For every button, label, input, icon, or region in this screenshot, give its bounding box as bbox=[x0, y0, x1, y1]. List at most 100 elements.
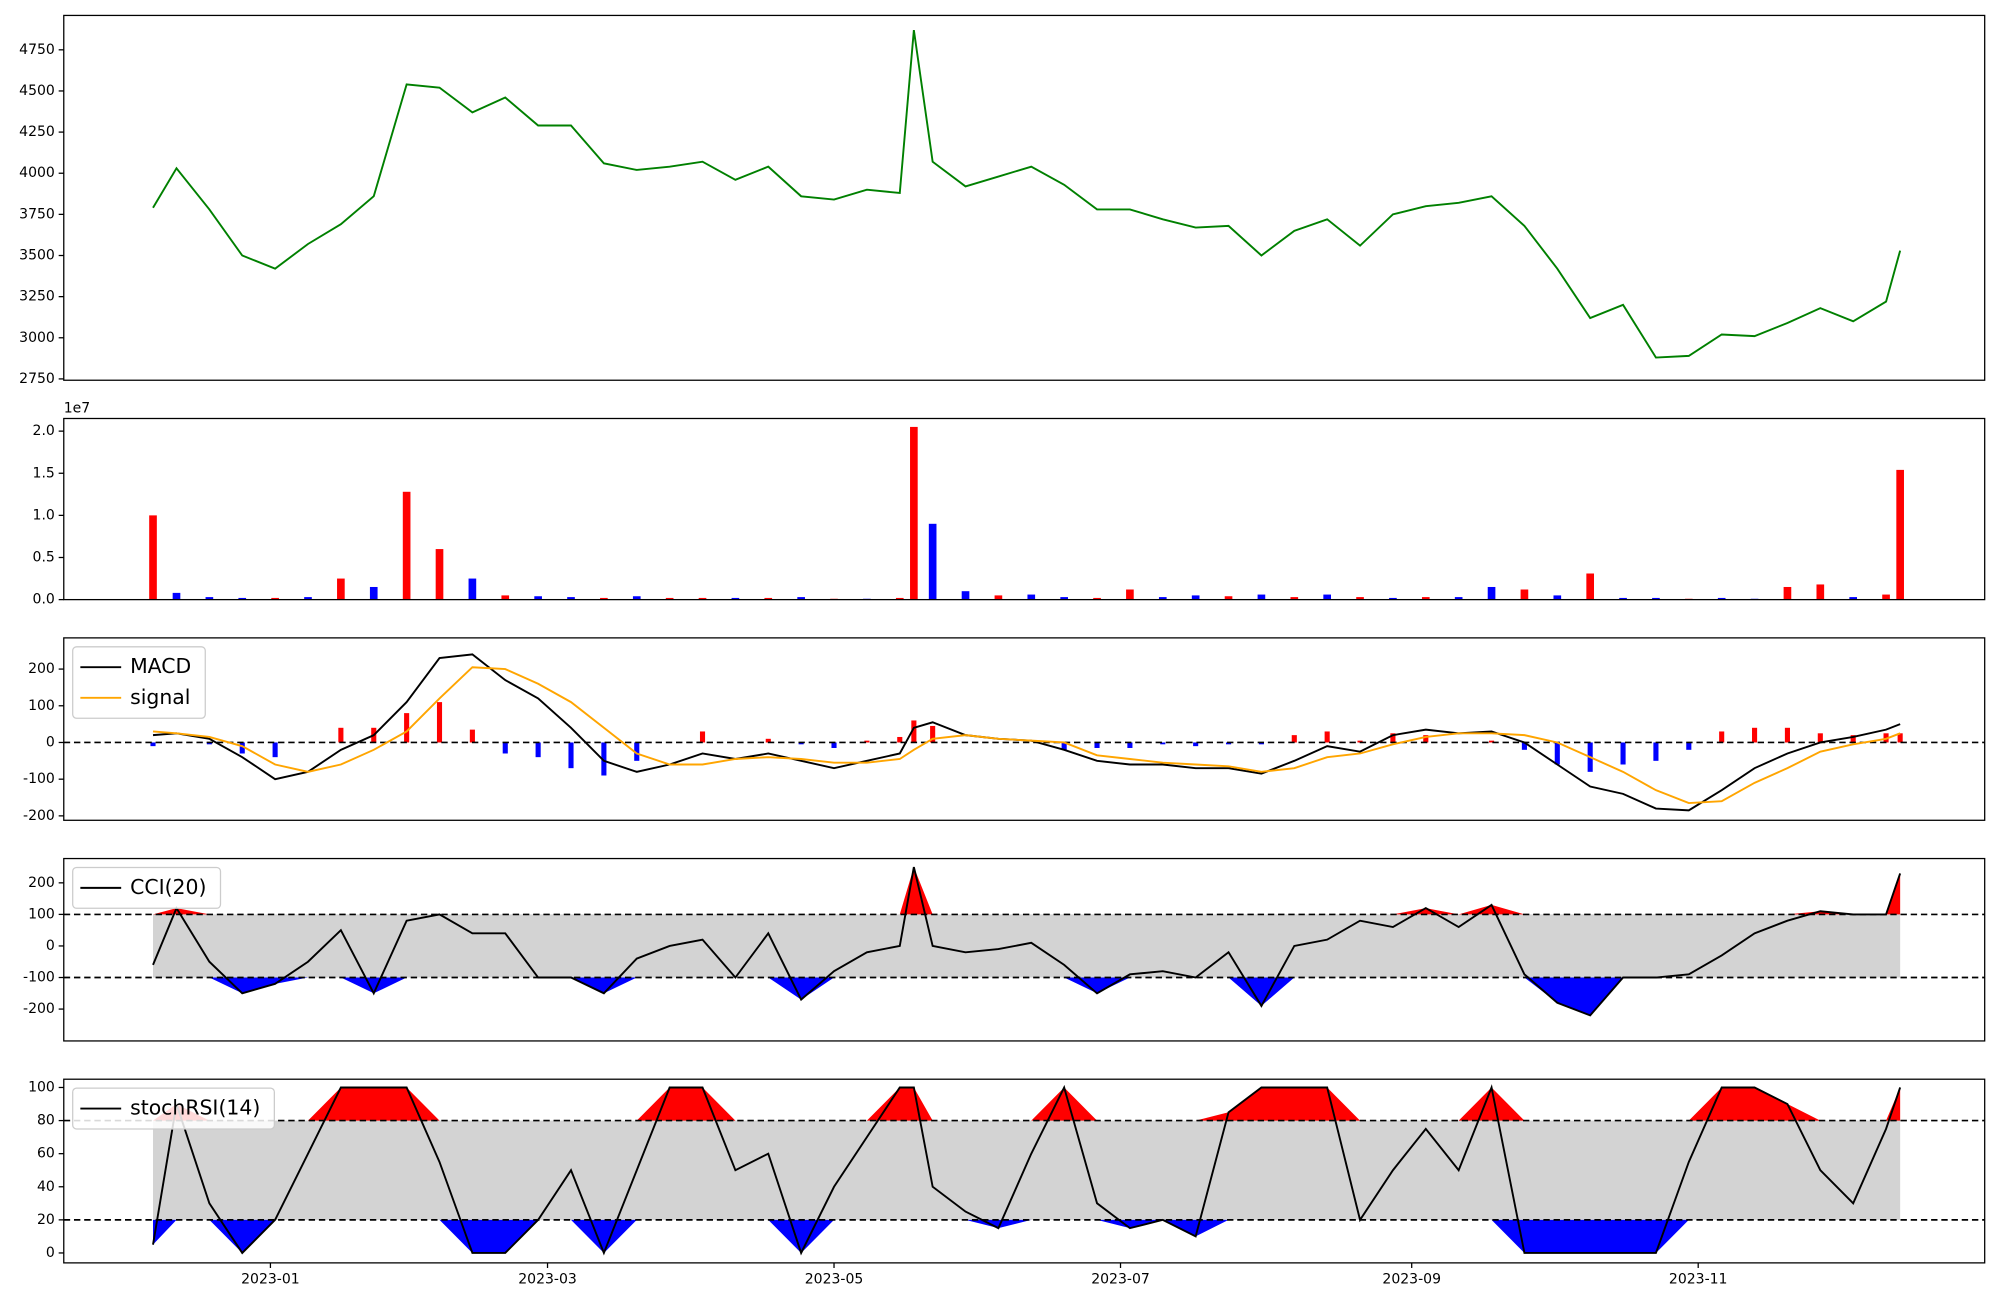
volume-bar bbox=[1882, 594, 1890, 600]
band-fill bbox=[153, 914, 1901, 978]
x-tick-label: 2023-11 bbox=[1669, 1271, 1728, 1287]
volume-bar bbox=[304, 597, 312, 600]
y-tick-label: 20 bbox=[37, 1212, 55, 1228]
y-tick-label: 40 bbox=[37, 1179, 55, 1195]
legend-box bbox=[72, 1087, 275, 1130]
volume-bar bbox=[1652, 597, 1660, 600]
axes-frame bbox=[63, 417, 1986, 601]
volume-bar bbox=[1520, 589, 1529, 600]
volume-bar bbox=[1356, 597, 1364, 600]
y-tick-label: 2750 bbox=[19, 371, 55, 387]
histogram-bar bbox=[699, 731, 706, 743]
below-fill bbox=[153, 977, 1901, 1016]
y-offset-label: 1e7 bbox=[64, 400, 90, 416]
y-tick-label: 0.5 bbox=[33, 549, 55, 565]
y-tick-label: 80 bbox=[37, 1113, 55, 1129]
y-tick-label: -200 bbox=[23, 808, 55, 824]
volume-bar bbox=[1060, 597, 1068, 600]
legend: MACD signal bbox=[72, 646, 206, 719]
histogram-bar bbox=[568, 742, 574, 769]
volume-bar bbox=[1290, 597, 1299, 600]
y-tick-label: -200 bbox=[23, 1001, 55, 1017]
y-tick-label: 4750 bbox=[19, 42, 55, 58]
y-tick-label: 1.5 bbox=[33, 465, 55, 481]
histogram-bar bbox=[1390, 733, 1396, 743]
volume-bar bbox=[1586, 573, 1595, 600]
histogram-bar bbox=[1752, 727, 1758, 743]
above-fill bbox=[153, 867, 1901, 915]
legend-label: CCI(20) bbox=[130, 875, 206, 899]
y-tick-label: 100 bbox=[28, 698, 55, 714]
histogram-bar bbox=[1897, 733, 1903, 743]
y-tick-label: 0 bbox=[46, 1245, 55, 1261]
histogram-bar bbox=[1094, 742, 1100, 748]
below-fill bbox=[153, 1219, 1901, 1253]
y-tick-label: 4000 bbox=[19, 165, 55, 181]
volume-bar bbox=[1126, 589, 1134, 600]
y-tick-label: 3500 bbox=[19, 248, 55, 264]
y-tick-label: -100 bbox=[23, 970, 55, 986]
volume-bar bbox=[1389, 597, 1397, 600]
histogram-bar bbox=[1291, 735, 1297, 743]
series-line bbox=[152, 866, 1902, 1017]
volume-bar bbox=[238, 597, 247, 600]
histogram-bar bbox=[634, 742, 640, 761]
histogram-bar bbox=[1324, 731, 1330, 743]
volume-bar bbox=[1224, 596, 1233, 600]
volume-bar bbox=[567, 597, 575, 600]
panel: -200 -100 0 100 200 CCI(20) bbox=[23, 857, 1986, 1042]
histogram-bar bbox=[897, 736, 903, 743]
histogram-bar bbox=[239, 742, 245, 754]
volume-bar bbox=[994, 595, 1003, 600]
volume-bar bbox=[1783, 586, 1792, 600]
volume-bar bbox=[928, 523, 937, 600]
y-tick-label: 3250 bbox=[19, 289, 55, 305]
legend-label: signal bbox=[130, 685, 190, 709]
histogram-bar bbox=[864, 740, 870, 743]
axes-frame bbox=[63, 637, 1986, 821]
histogram-bar bbox=[1488, 740, 1495, 743]
x-tick-label: 2023-01 bbox=[241, 1271, 300, 1287]
y-tick-label: 4250 bbox=[19, 124, 55, 140]
histogram-bar bbox=[1653, 742, 1659, 761]
histogram-bar bbox=[1193, 742, 1199, 747]
histogram-bar bbox=[535, 742, 541, 758]
volume-bar bbox=[435, 549, 444, 600]
legend: stochRSI(14) bbox=[72, 1087, 275, 1130]
volume-bar bbox=[1421, 597, 1430, 600]
y-tick-label: 0.0 bbox=[33, 592, 55, 608]
volume-bar bbox=[1553, 595, 1562, 600]
volume-bar bbox=[1093, 597, 1101, 600]
histogram-bar bbox=[601, 742, 607, 776]
volume-bar bbox=[1717, 597, 1726, 600]
histogram-bar bbox=[338, 727, 344, 743]
histogram-bar bbox=[1784, 727, 1790, 743]
histogram-bar bbox=[1850, 735, 1856, 743]
y-tick-label: 200 bbox=[28, 661, 55, 677]
histogram-bar bbox=[765, 738, 771, 743]
volume-bar bbox=[205, 597, 214, 600]
panel: 2750 3000 3250 3500 3750 4000 4250 4500 4750 bbox=[19, 14, 1986, 387]
histogram-bar bbox=[1554, 742, 1560, 765]
histogram-bar bbox=[436, 702, 443, 743]
y-tick-label: -100 bbox=[23, 771, 55, 787]
y-tick-label: 200 bbox=[28, 875, 55, 891]
histogram-bar bbox=[1225, 742, 1232, 745]
x-tick-label: 2023-03 bbox=[518, 1271, 577, 1287]
axes-frame bbox=[63, 857, 1986, 1042]
histogram-bar bbox=[1686, 742, 1692, 750]
volume-bar bbox=[600, 597, 608, 600]
volume-bar bbox=[1849, 597, 1858, 600]
volume-bar bbox=[665, 597, 674, 600]
volume-bar bbox=[1323, 594, 1331, 600]
panel: 0.0 0.5 1.0 1.5 2.0 1e7 bbox=[33, 400, 1986, 608]
volume-bar bbox=[337, 578, 345, 600]
volume-bar bbox=[895, 597, 904, 600]
y-tick-label: 0 bbox=[46, 734, 55, 750]
volume-bar bbox=[468, 578, 477, 600]
y-tick-label: 4500 bbox=[19, 83, 55, 99]
volume-bar bbox=[731, 597, 740, 600]
histogram-bar bbox=[1423, 735, 1429, 743]
legend-label: MACD bbox=[130, 654, 191, 678]
